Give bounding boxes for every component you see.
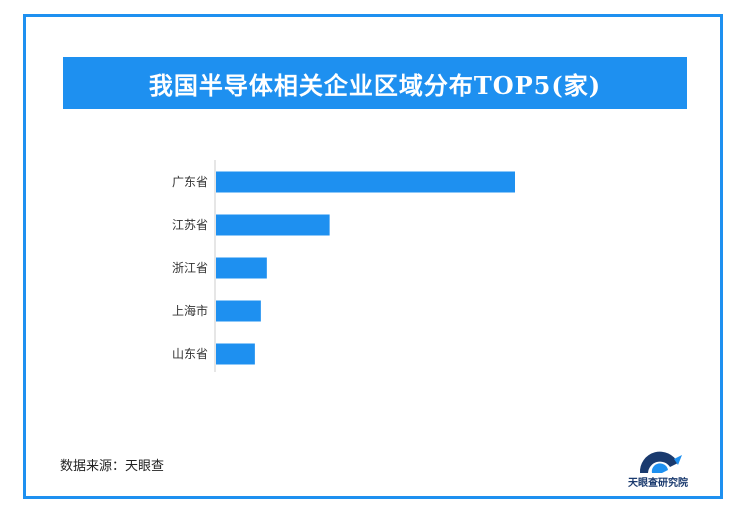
data-source: 数据来源：天眼查 xyxy=(60,459,165,474)
category-label-4: 上海市 xyxy=(172,303,208,318)
chart-title: 我国半导体相关企业区域分布TOP5(家) xyxy=(148,70,602,100)
bars-group xyxy=(216,171,515,365)
tianyancha-logo-icon xyxy=(639,451,682,473)
bar-3 xyxy=(216,257,267,279)
category-label-3: 浙江省 xyxy=(172,261,208,275)
brand-name: 天眼查研究院 xyxy=(628,478,688,489)
category-label-1: 广东省 xyxy=(172,175,208,189)
category-label-2: 江苏省 xyxy=(172,218,208,232)
bar-5 xyxy=(216,343,255,365)
bar-2 xyxy=(216,214,330,236)
category-label-5: 山东省 xyxy=(172,347,208,361)
title-bar: 我国半导体相关企业区域分布TOP5(家) xyxy=(63,57,687,109)
bar-4 xyxy=(216,300,261,322)
bar-1 xyxy=(216,171,515,193)
